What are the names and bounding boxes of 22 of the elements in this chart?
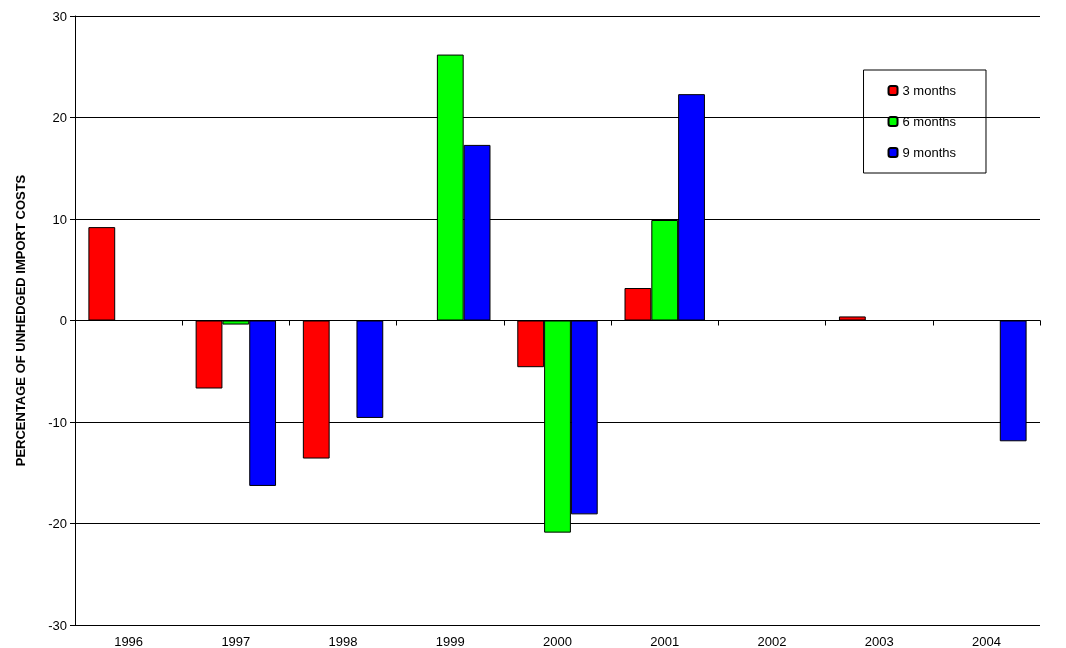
y-tick-label: -20 (48, 516, 67, 531)
y-tick-label: 20 (52, 110, 67, 125)
x-tick-label: 2001 (650, 634, 680, 648)
x-tick-label: 1997 (221, 634, 251, 648)
x-tick-label: 2002 (757, 634, 787, 648)
x-tick-label: 1999 (435, 634, 465, 648)
y-tick-label: -30 (48, 617, 67, 633)
bar (88, 227, 116, 321)
legend-label: 9 months (902, 145, 957, 160)
y-tick-label: 30 (52, 8, 67, 24)
y-tick-label: 10 (52, 211, 67, 227)
x-tick-label: 1998 (328, 634, 358, 648)
x-tick-label: 1996 (114, 634, 144, 648)
y-tick-label: 0 (59, 313, 67, 328)
legend-label: 3 months (902, 83, 957, 98)
bar (356, 320, 384, 418)
bar (838, 316, 866, 321)
x-tick-label: 2000 (543, 634, 572, 648)
x-tick-label: 2004 (971, 634, 1001, 648)
y-axis-title: PERCENTAGE OF UNHEDGED IMPORT COSTS (13, 174, 28, 467)
x-tick-label: 2003 (864, 634, 894, 648)
y-tick-label: -10 (48, 414, 67, 430)
